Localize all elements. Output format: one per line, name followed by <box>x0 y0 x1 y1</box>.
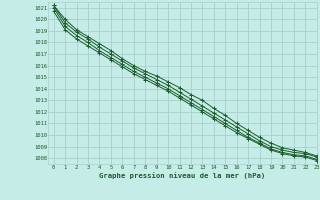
X-axis label: Graphe pression niveau de la mer (hPa): Graphe pression niveau de la mer (hPa) <box>99 172 266 179</box>
